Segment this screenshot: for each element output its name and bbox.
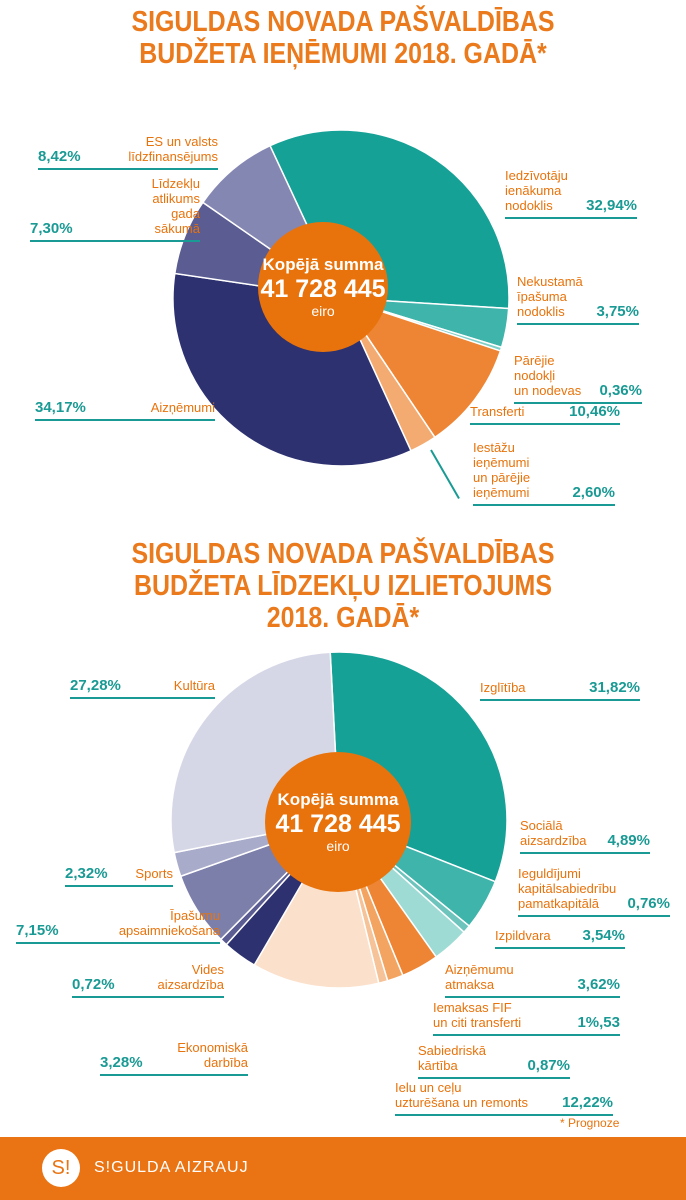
expense-center: Kopējā summa 41 728 445 eiro	[265, 752, 411, 892]
center-unit: eiro	[326, 838, 350, 854]
label-executive: Izpildvara 3,54%	[495, 928, 625, 949]
slice-label: ES un valsts līdzfinansējums	[128, 134, 218, 164]
label-property-tax: Nekustamā īpašuma nodoklis 3,75%	[517, 274, 639, 325]
slice-pct: 8,42%	[38, 148, 81, 165]
label-balance: Līdzekļu atlikums gada sākumā 7,30%	[30, 176, 200, 242]
label-economic: Ekonomiskā darbība 3,28%	[100, 1040, 248, 1076]
title-line: 2018. GADĀ*	[266, 602, 420, 634]
slice-pct: 4,89%	[607, 832, 650, 849]
slice-label: Ekonomiskā darbība	[177, 1040, 248, 1070]
slice-pct: 3,62%	[577, 976, 620, 993]
slice-label: Iemaksas FIF un citi transferti	[433, 1000, 522, 1030]
slice-pct: 7,30%	[30, 220, 73, 237]
slice-label: Iedzīvotāju ienākuma nodoklis	[505, 168, 568, 213]
title-line: SIGULDAS NOVADA PAŠVALDĪBAS	[131, 6, 555, 38]
slice-label: Iestāžu ieņēmumi un pārējie ieņēmumi	[473, 440, 531, 500]
slice-pct: 27,28%	[70, 677, 121, 694]
slice-pct: 3,75%	[596, 303, 639, 320]
label-culture: Kultūra 27,28%	[70, 678, 215, 699]
slice-label: Sociālā aizsardzība	[520, 818, 587, 848]
label-environment: Vides aizsardzība 0,72%	[72, 962, 224, 998]
slice-label: Izpildvara	[495, 928, 551, 943]
label-loans: Aizņēmumi 34,17%	[35, 400, 215, 421]
slice-pct: 0,36%	[599, 382, 642, 399]
slice-label: Nekustamā īpašuma nodoklis	[517, 274, 583, 319]
slice-pct: 0,72%	[72, 976, 115, 993]
slice-label: Ieguldījumi kapitālsabiedrību pamatkapit…	[518, 866, 617, 911]
sigulda-logo: S!	[42, 1149, 80, 1187]
slice-pct: 1%,53	[577, 1014, 620, 1031]
income-center: Kopējā summa 41 728 445 eiro	[258, 222, 388, 352]
center-unit: eiro	[311, 303, 335, 319]
label-other-taxes: Pārējie nodokļi un nodevas 0,36%	[514, 353, 642, 404]
label-property-management: Īpašumu apsaimniekošana 7,15%	[16, 908, 220, 944]
slice-label: Aizņēmumi	[150, 400, 215, 415]
label-roads: Ielu un ceļu uzturēšana un remonts 12,22%	[395, 1080, 613, 1116]
label-institution-income: Iestāžu ieņēmumi un pārējie ieņēmumi 2,60…	[473, 440, 615, 506]
label-public-order: Sabiedriskā kārtība 0,87%	[418, 1043, 570, 1079]
title-line: SIGULDAS NOVADA PAŠVALDĪBAS	[131, 538, 555, 570]
slice-pct: 7,15%	[16, 922, 59, 939]
slice-label: Vides aizsardzība	[157, 962, 224, 992]
label-sports: Sports 2,32%	[65, 866, 173, 887]
slice-label: Izglītība	[480, 680, 526, 695]
slice-pct: 0,87%	[527, 1057, 570, 1074]
slice-label: Sabiedriskā kārtība	[418, 1043, 486, 1073]
income-title: SIGULDAS NOVADA PAŠVALDĪBAS BUDŽETA IEŅĒ…	[48, 6, 638, 70]
label-education: Izglītība 31,82%	[480, 680, 640, 701]
slice-pct: 2,32%	[65, 865, 108, 882]
label-transfers: Transferti 10,46%	[470, 404, 620, 425]
label-fif: Iemaksas FIF un citi transferti 1%,53	[433, 1000, 620, 1036]
slice-label: Pārējie nodokļi un nodevas	[514, 353, 582, 398]
expense-title: SIGULDAS NOVADA PAŠVALDĪBAS BUDŽETA LĪDZ…	[48, 538, 638, 634]
footer: S! S!GULDA AIZRAUJ	[0, 1137, 686, 1200]
label-investments: Ieguldījumi kapitālsabiedrību pamatkapit…	[518, 866, 670, 917]
slice-label: Transferti	[470, 404, 525, 419]
slice-pct: 3,28%	[100, 1054, 143, 1071]
brand-text: S!GULDA AIZRAUJ	[94, 1159, 249, 1176]
label-iin: Iedzīvotāju ienākuma nodoklis 32,94%	[505, 168, 637, 219]
title-line: BUDŽETA IEŅĒMUMI 2018. GADĀ*	[139, 38, 547, 70]
slice-pct: 2,60%	[572, 484, 615, 501]
pie-slice-1-3	[339, 296, 502, 439]
slice-label: Līdzekļu atlikums gada sākumā	[151, 176, 200, 236]
slice-pct: 31,82%	[589, 679, 640, 696]
label-eu-cofinancing: ES un valsts līdzfinansējums 8,42%	[38, 134, 218, 170]
forecast-note: * Prognoze	[560, 1116, 620, 1130]
slice-pct: 32,94%	[586, 197, 637, 214]
center-value: 41 728 445	[275, 810, 401, 838]
center-label: Kopējā summa	[262, 255, 384, 274]
slice-label: Kultūra	[173, 678, 215, 693]
label-loan-repayment: Aizņēmumu atmaksa 3,62%	[445, 962, 620, 998]
slice-pct: 10,46%	[569, 403, 620, 420]
slice-pct: 3,54%	[582, 927, 625, 944]
slice-label: Sports	[135, 866, 173, 881]
title-line: BUDŽETA LĪDZEKĻU IZLIETOJUMS	[134, 570, 552, 602]
slice-label: Īpašumu apsaimniekošana	[118, 908, 220, 938]
slice-pct: 12,22%	[562, 1094, 613, 1111]
slice-label: Aizņēmumu atmaksa	[445, 962, 514, 992]
center-label: Kopējā summa	[277, 790, 399, 809]
slice-pct: 0,76%	[627, 895, 670, 912]
slice-pct: 34,17%	[35, 399, 86, 416]
slice-label: Ielu un ceļu uzturēšana un remonts	[395, 1080, 528, 1110]
center-value: 41 728 445	[260, 275, 386, 303]
label-social: Sociālā aizsardzība 4,89%	[520, 818, 650, 854]
